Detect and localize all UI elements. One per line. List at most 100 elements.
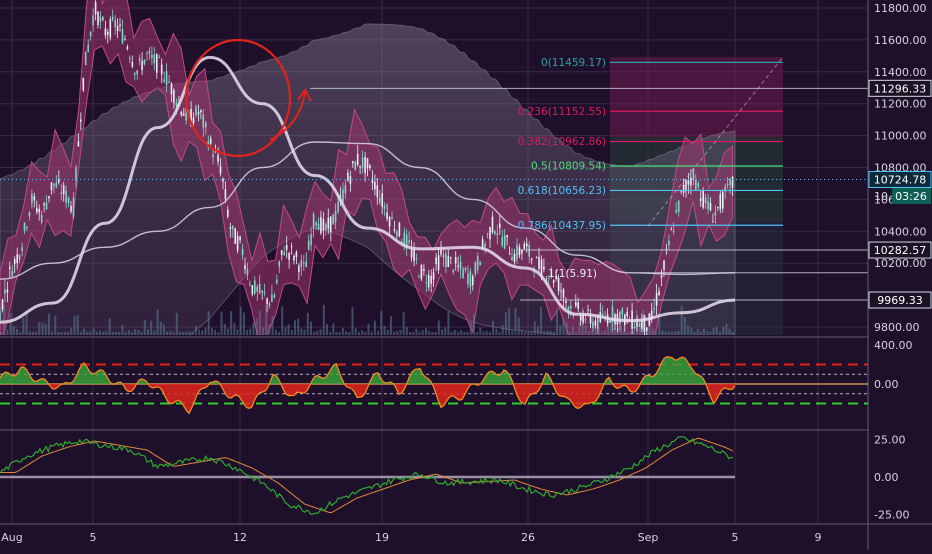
candle-body <box>256 286 258 292</box>
candle-body <box>224 189 227 200</box>
candle-body <box>374 181 376 190</box>
volume-bar <box>453 330 456 335</box>
volume-bar <box>642 309 645 335</box>
volume-bar <box>12 326 15 335</box>
annotation-circle[interactable] <box>184 38 292 158</box>
candle-body <box>575 302 577 306</box>
volume-bar <box>591 330 594 335</box>
oscillator-pane[interactable] <box>0 356 868 415</box>
candle-body <box>31 193 33 204</box>
volume-bar <box>441 329 443 335</box>
candle-body <box>521 249 523 254</box>
candle-body <box>704 197 707 203</box>
volume-bar <box>38 322 41 335</box>
candle-body <box>6 289 9 293</box>
candle-body <box>227 209 229 217</box>
candle-body <box>516 245 518 260</box>
price-axis-tick: 11000.00 <box>874 130 927 143</box>
candle-body <box>543 266 545 270</box>
price-label-level: 9969.33 <box>877 294 923 307</box>
candle-body <box>1 299 4 310</box>
volume-bar <box>725 323 728 335</box>
candle-body <box>371 178 374 184</box>
price-axis-tick: 11200.00 <box>874 98 927 111</box>
candle-body <box>295 251 298 257</box>
volume-bar <box>613 327 616 335</box>
fib-retracement[interactable]: 0(11459.17) 0.236(11152.55) 0.382(10962.86… <box>518 57 783 280</box>
candle-body <box>366 158 369 169</box>
volume-bar <box>127 330 130 335</box>
candle-body <box>84 51 87 66</box>
volume-bar <box>482 331 485 335</box>
candle-body <box>82 77 85 91</box>
volume-bar <box>405 326 408 335</box>
candle-body <box>601 313 604 316</box>
candle-body <box>300 260 303 267</box>
volume-bar <box>153 330 156 335</box>
candle-body <box>685 180 687 191</box>
volume-bar <box>95 332 98 335</box>
volume-bar <box>658 312 661 335</box>
volume-bar <box>476 332 479 335</box>
volume-bar <box>418 331 421 335</box>
candle-body <box>697 183 700 187</box>
fib-trend-line <box>647 56 784 227</box>
candle-body <box>298 265 300 272</box>
volume-bar <box>469 321 472 335</box>
candle-body <box>726 183 729 185</box>
candle-body <box>305 261 307 267</box>
volume-bar <box>495 328 498 335</box>
momentum-pane[interactable] <box>0 436 735 516</box>
oscillator-negative-fill <box>0 384 735 414</box>
candle-body <box>53 183 55 186</box>
candle-body <box>597 314 599 329</box>
candle-body <box>484 244 486 248</box>
candle-body <box>405 234 408 249</box>
bollinger-band <box>0 0 733 335</box>
candle-body <box>217 155 219 162</box>
volume-bar <box>268 324 271 335</box>
volume-bar <box>466 331 469 335</box>
candle-body <box>266 298 268 304</box>
price-pane[interactable]: 0(11459.17) 0.236(11152.55) 0.382(10962.86… <box>0 0 868 399</box>
volume-bar <box>530 331 533 335</box>
candle-body <box>672 230 675 232</box>
candle-body <box>21 247 23 251</box>
candle-body <box>717 207 719 208</box>
volume-bar <box>345 331 348 335</box>
momentum-axis-tick: 0.00 <box>874 471 899 484</box>
oscillator-axis-tick: 0.00 <box>874 378 899 391</box>
volume-bar <box>504 312 507 335</box>
candle-body <box>271 294 273 302</box>
volume-bar <box>182 332 185 335</box>
volume-bar <box>111 331 114 335</box>
volume-bar <box>306 312 309 335</box>
volume-bar <box>239 306 242 335</box>
candle-body <box>18 255 21 260</box>
candle-body <box>633 326 636 328</box>
volume-bar <box>258 310 261 335</box>
candle-body <box>212 154 214 158</box>
candle-body <box>180 111 183 116</box>
volume-bar <box>25 311 28 335</box>
volume-bar <box>610 320 613 335</box>
volume-bar <box>313 332 316 335</box>
candle-body <box>486 233 489 235</box>
candle-body <box>58 179 60 183</box>
candle-body <box>342 189 344 202</box>
candle-body <box>283 252 285 255</box>
volume-bar <box>341 327 344 335</box>
candle-body <box>307 240 310 250</box>
time-axis-tick: 26 <box>521 531 535 544</box>
candle-body <box>440 249 442 255</box>
volume-bar <box>361 330 364 335</box>
volume-bar <box>156 309 159 335</box>
volume-bar <box>377 331 380 335</box>
fib-level-label: 0(11459.17) <box>541 57 606 69</box>
candle-body <box>356 153 359 165</box>
volume-bar <box>540 306 543 335</box>
candle-body <box>695 180 697 190</box>
volume-bar <box>565 322 568 335</box>
